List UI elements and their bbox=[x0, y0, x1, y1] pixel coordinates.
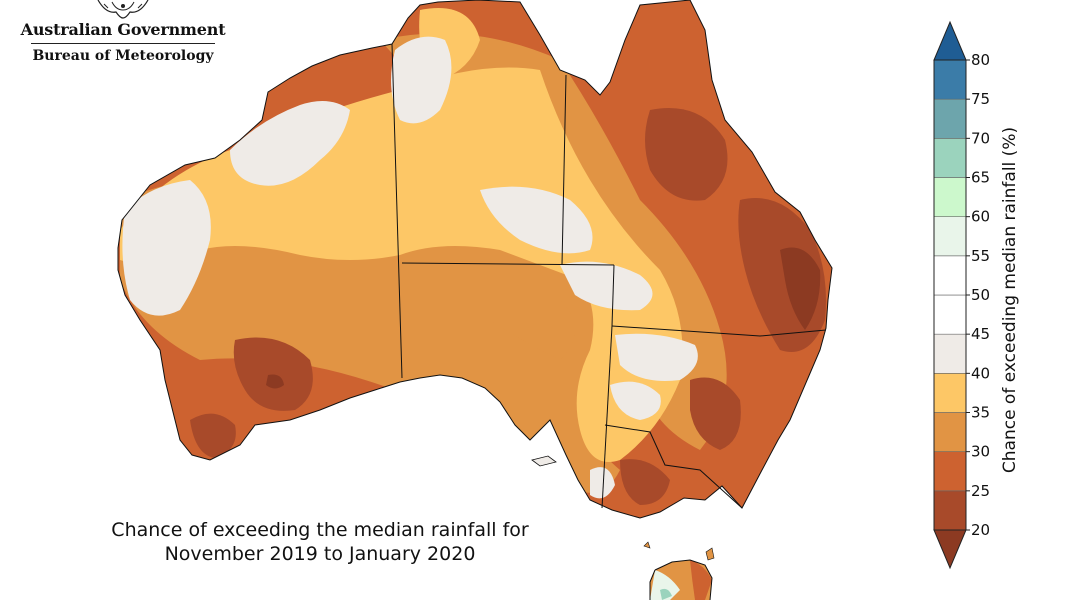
colorbar-bin-25-30 bbox=[933, 451, 967, 492]
colorbar-tick-label: 65 bbox=[971, 169, 990, 187]
colorbar-tick-label: 25 bbox=[971, 482, 990, 500]
mainland-coastline bbox=[117, 0, 833, 519]
colorbar-bin-75-80 bbox=[933, 59, 967, 100]
map-caption: Chance of exceeding the median rainfall … bbox=[60, 518, 580, 566]
tasmania-coastline bbox=[649, 559, 713, 600]
flinders-island bbox=[705, 547, 715, 561]
mainland-rainfall-regions bbox=[118, 0, 832, 518]
colorbar-bin-40-45 bbox=[933, 333, 967, 374]
colorbar-bin-55-60 bbox=[933, 216, 967, 257]
colorbar-tick-label: 45 bbox=[971, 325, 990, 343]
coat-of-arms-icon bbox=[97, 0, 149, 19]
colorbar-bin-60-65 bbox=[933, 177, 967, 217]
colorbar-above-triangle bbox=[933, 20, 967, 61]
rainfall-outlook-map bbox=[117, 0, 833, 600]
colorbar-legend: 20 25 30 35 40 45 50 55 60 65 70 75 80 Chance of exc… bbox=[933, 20, 1020, 570]
colorbar-ticks: 20 25 30 35 40 45 50 55 60 65 70 75 80 bbox=[966, 51, 990, 539]
government-name: Australian Government bbox=[20, 20, 226, 39]
colorbar-bins bbox=[933, 59, 967, 531]
colorbar-tick-label: 35 bbox=[971, 404, 990, 422]
caption-line-2: November 2019 to January 2020 bbox=[164, 543, 476, 565]
kangaroo-island bbox=[531, 455, 557, 467]
state-borders bbox=[391, 43, 827, 509]
caption-line-1: Chance of exceeding the median rainfall … bbox=[111, 519, 529, 541]
king-island bbox=[643, 541, 651, 549]
colorbar-bin-70-75 bbox=[933, 98, 967, 139]
colorbar-tick-label: 75 bbox=[971, 90, 990, 108]
tasmania-rainfall-regions bbox=[650, 560, 712, 600]
colorbar-bin-20-25 bbox=[933, 490, 967, 531]
colorbar-tick-label: 80 bbox=[971, 51, 990, 69]
colorbar-bin-35-40 bbox=[933, 373, 967, 413]
colorbar-bin-30-35 bbox=[933, 412, 967, 452]
colorbar-bin-65-70 bbox=[933, 138, 967, 178]
bom-logo: Australian Government Bureau of Meteorol… bbox=[18, 0, 228, 80]
colorbar-tick-label: 50 bbox=[971, 286, 990, 304]
colorbar-tick-label: 55 bbox=[971, 247, 990, 265]
colorbar-tick-label: 20 bbox=[971, 521, 990, 539]
logo-divider bbox=[31, 43, 215, 44]
colorbar-bin-45-50 bbox=[933, 294, 967, 335]
colorbar-tick-label: 30 bbox=[971, 443, 990, 461]
colorbar-title: Chance of exceeding median rainfall (%) bbox=[1000, 127, 1020, 473]
colorbar-tick-label: 70 bbox=[971, 129, 990, 147]
colorbar-tick-label: 60 bbox=[971, 208, 990, 226]
colorbar-tick-label: 40 bbox=[971, 364, 990, 382]
colorbar-bin-50-55 bbox=[933, 255, 967, 296]
bureau-name: Bureau of Meteorology bbox=[32, 48, 214, 64]
colorbar-below-triangle bbox=[933, 529, 967, 570]
